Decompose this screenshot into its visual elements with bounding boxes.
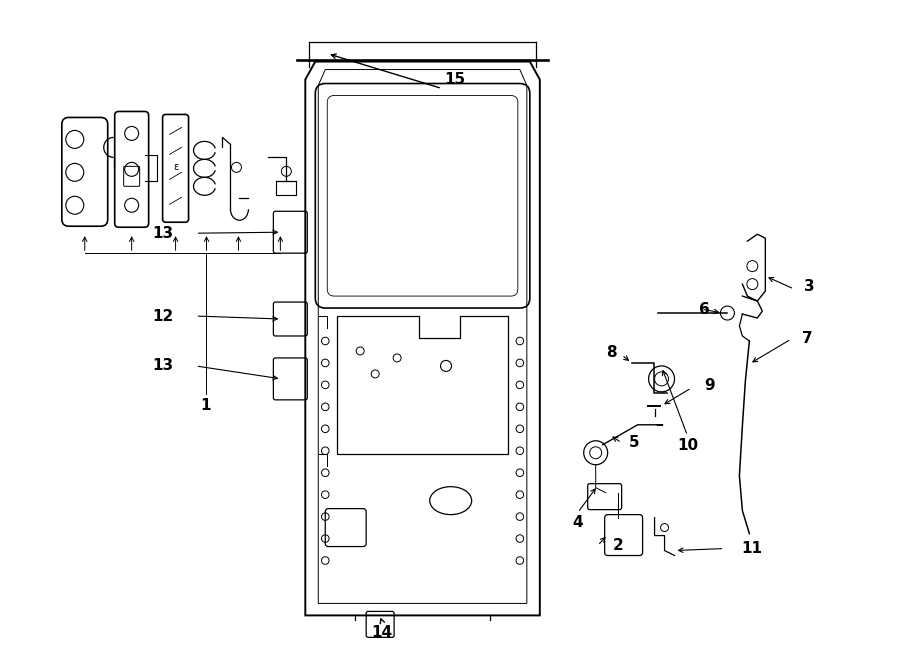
Text: 7: 7: [802, 331, 813, 346]
Text: 2: 2: [612, 538, 623, 553]
Text: 10: 10: [677, 438, 698, 453]
Text: 8: 8: [607, 346, 617, 360]
Text: ε: ε: [173, 163, 178, 173]
Text: 6: 6: [699, 301, 710, 317]
Text: 13: 13: [152, 225, 173, 241]
Text: 1: 1: [201, 399, 211, 413]
Text: 9: 9: [704, 378, 715, 393]
Text: 12: 12: [152, 309, 173, 323]
Text: 14: 14: [372, 625, 392, 640]
Text: 15: 15: [445, 72, 465, 87]
Text: 3: 3: [804, 278, 814, 293]
Text: 5: 5: [629, 435, 640, 450]
Text: 13: 13: [152, 358, 173, 373]
Text: 4: 4: [572, 515, 583, 530]
Text: 11: 11: [741, 541, 762, 556]
